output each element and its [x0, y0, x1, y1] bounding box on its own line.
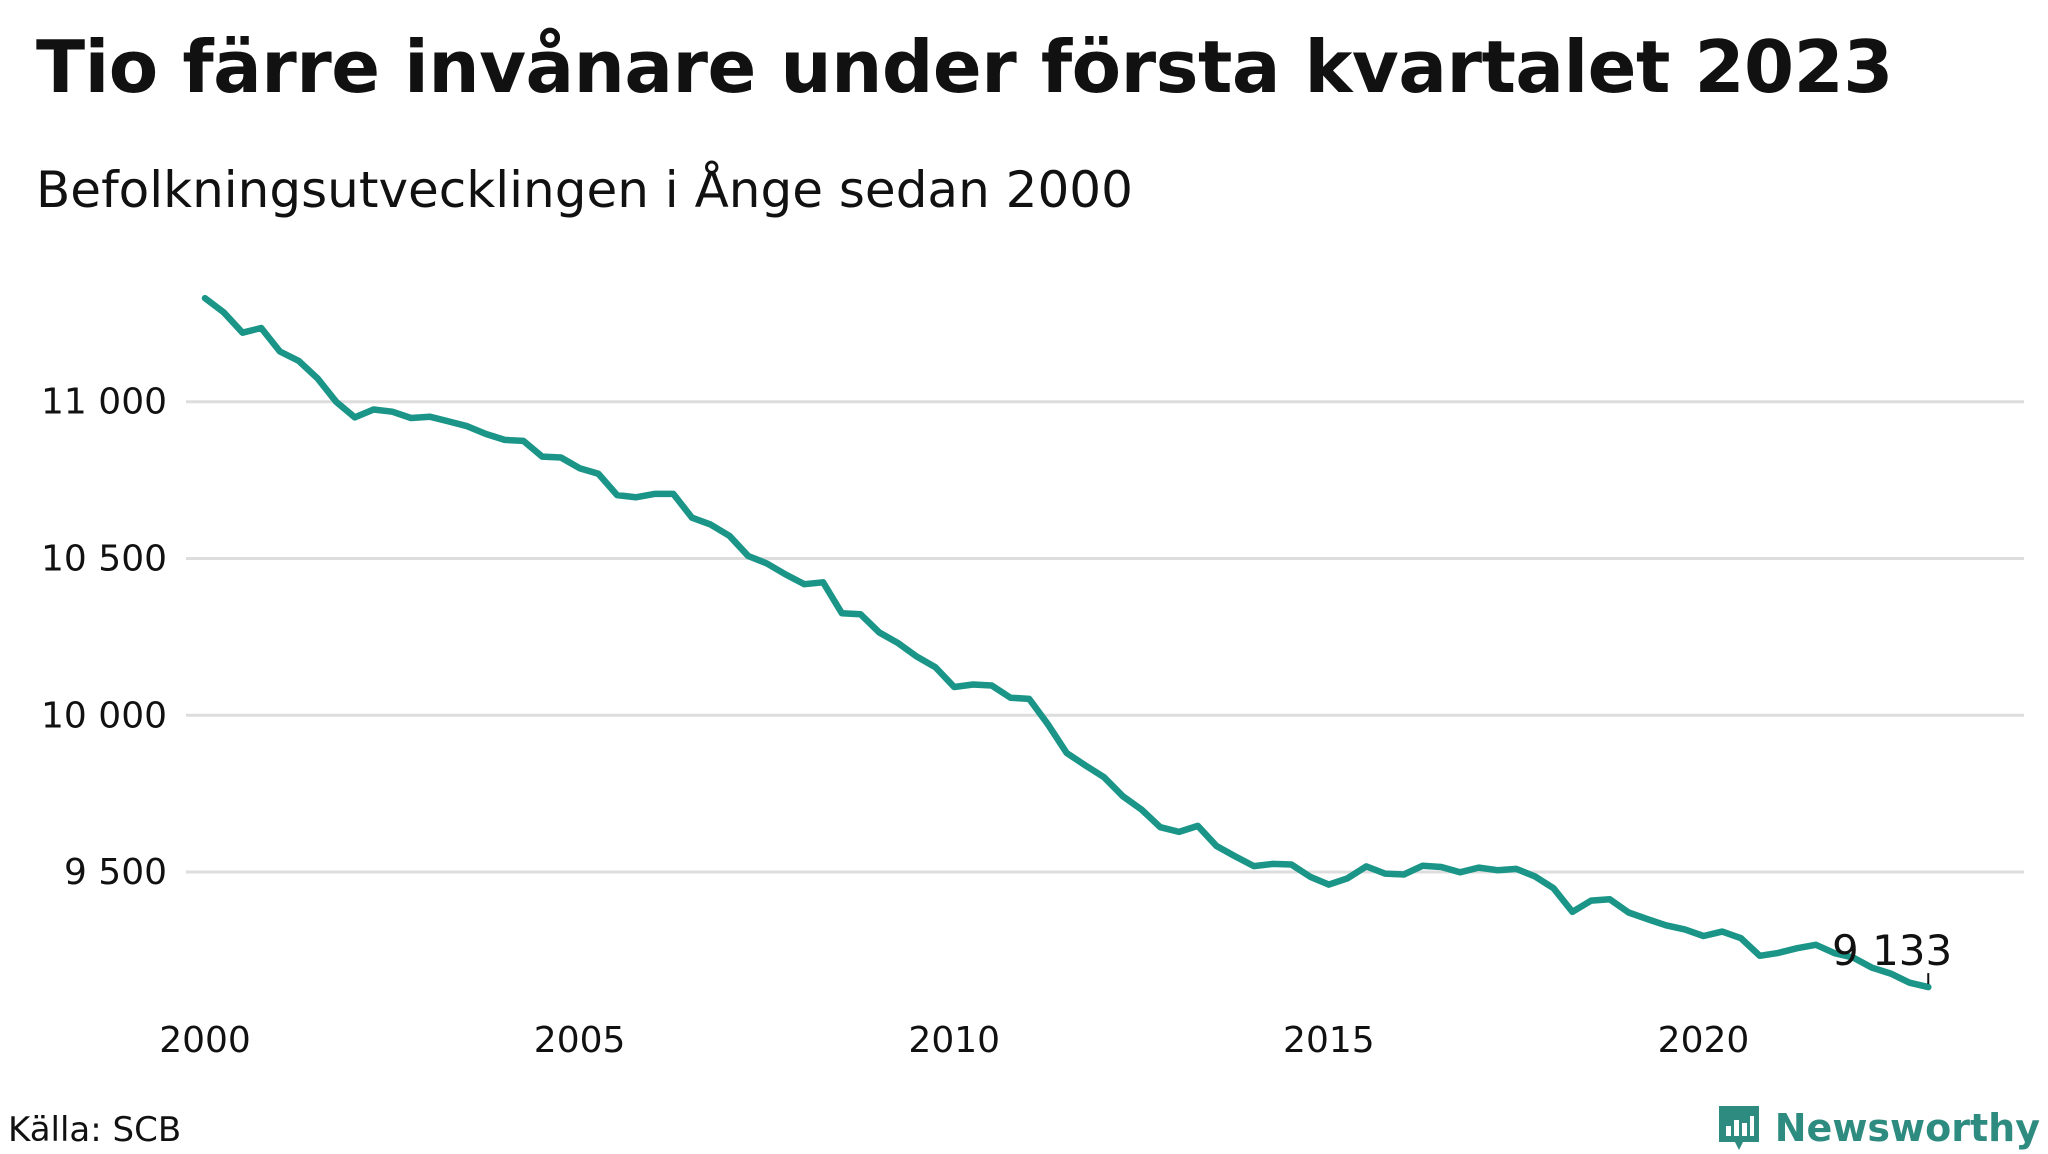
source-note: Källa: SCB [8, 1110, 182, 1150]
x-tick-label: 2015 [1283, 1020, 1375, 1061]
bar-chart-logo-icon [1718, 1106, 1759, 1150]
chart-subtitle: Befolkningsutvecklingen i Ånge sedan 200… [36, 161, 1133, 219]
last-value-label: 9 133 [1832, 926, 1952, 975]
brand-name: Newsworthy [1774, 1106, 2040, 1150]
population-series-line [201, 294, 1932, 991]
x-tick-label: 2020 [1658, 1020, 1750, 1061]
y-axis-tick-labels: 9 500 10 000 10 500 11 000 [41, 382, 167, 893]
brand-logo: Newsworthy [1715, 1102, 2040, 1154]
x-tick-label: 2000 [159, 1020, 251, 1061]
y-tick-label: 9 500 [64, 852, 167, 893]
x-tick-label: 2005 [534, 1020, 626, 1061]
y-tick-label: 10 500 [41, 538, 167, 579]
x-tick-label: 2010 [908, 1020, 1000, 1061]
y-tick-label: 11 000 [41, 382, 167, 423]
chart-title: Tio färre invånare under första kvartale… [36, 25, 1893, 109]
x-axis-tick-labels: 2000 2005 2010 2015 2020 [159, 1020, 1749, 1061]
y-gridlines [186, 400, 2024, 874]
y-tick-label: 10 000 [41, 695, 167, 736]
